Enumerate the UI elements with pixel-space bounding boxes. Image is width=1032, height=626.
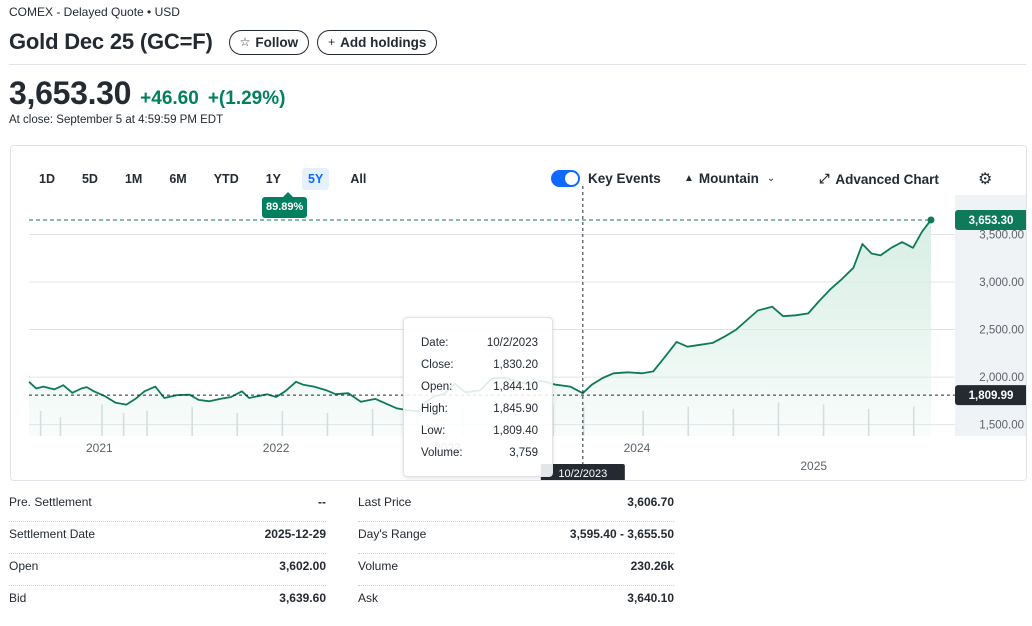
follow-label: Follow	[255, 34, 299, 50]
stat-row: Volume 230.26k	[358, 554, 674, 586]
tooltip-row: Low: 1,809.40	[421, 420, 538, 442]
key-events-label: Key Events	[588, 171, 661, 186]
advanced-chart-button[interactable]: ⤢ Advanced Chart	[819, 171, 939, 187]
range-all[interactable]: All	[350, 172, 367, 186]
range-5d[interactable]: 5D	[81, 172, 98, 186]
price-change: +46.60	[140, 88, 199, 109]
stat-value: 3,602.00	[279, 559, 326, 573]
price-area	[29, 219, 931, 436]
stats-right: Last Price 3,606.70 Day's Range 3,595.40 -…	[358, 490, 674, 618]
stat-value: --	[318, 495, 326, 509]
stat-row: Settlement Date 2025-12-29	[9, 522, 326, 554]
exchange-label: COMEX - Delayed Quote • USD	[9, 5, 180, 19]
tooltip-label: Close:	[421, 359, 454, 371]
tooltip-label: Date:	[421, 337, 449, 349]
stats-left: Pre. Settlement -- Settlement Date 2025-12…	[9, 490, 326, 618]
stat-label: Day's Range	[358, 527, 427, 541]
x-tick-label: 2022	[263, 441, 290, 455]
range-change-badge: 89.89%	[262, 192, 308, 218]
stat-row: Bid 3,639.60	[9, 586, 326, 618]
star-icon: ☆	[239, 35, 251, 49]
tooltip-value: 3,759	[509, 447, 538, 459]
stat-row: Last Price 3,606.70	[358, 490, 674, 522]
y-tick-label: 1,500.00	[979, 420, 1024, 432]
x-tick-label: 2024	[624, 441, 651, 455]
market-close-time: At close: September 5 at 4:59:59 PM EDT	[9, 114, 224, 126]
crosshair-price-label: 1,809.99	[969, 390, 1014, 402]
stat-label: Bid	[9, 591, 27, 605]
x-tick-label: 2021	[86, 441, 113, 455]
stat-value: 3,640.10	[627, 591, 674, 605]
current-price-marker	[927, 216, 935, 224]
chart-type-dropdown[interactable]: ▲ Mountain ⌄	[684, 171, 775, 186]
advanced-chart-label: Advanced Chart	[835, 171, 939, 187]
add-holdings-label: Add holdings	[340, 34, 427, 50]
x-tick-label: 2025	[800, 459, 827, 473]
expand-icon: ⤢	[819, 171, 830, 186]
stat-label: Open	[9, 559, 39, 573]
stat-value: 3,595.40 - 3,655.50	[569, 527, 674, 541]
stat-value: 230.26k	[630, 559, 674, 573]
chart-tooltip: Date: 10/2/2023 Close: 1,830.20 Open: 1,844…	[403, 317, 553, 477]
tooltip-label: Volume:	[421, 447, 463, 459]
tooltip-row: Date: 10/2/2023	[421, 332, 538, 354]
add-holdings-button[interactable]: + Add holdings	[317, 29, 438, 55]
stat-value: 3,606.70	[627, 495, 674, 509]
plus-icon: +	[328, 35, 336, 49]
chart-card: 1,500.00 2,000.00 2,500.00 3,000.00 3,500.00…	[10, 145, 1027, 481]
range-6m[interactable]: 6M	[169, 172, 187, 186]
gear-icon[interactable]: ⚙	[978, 171, 993, 188]
current-price-flag	[955, 209, 1026, 230]
header-divider	[9, 64, 1026, 65]
y-tick-label: 3,000.00	[979, 277, 1024, 289]
stat-row: Pre. Settlement --	[9, 490, 326, 522]
range-1m[interactable]: 1M	[124, 172, 143, 186]
tooltip-value: 1,844.10	[493, 381, 538, 393]
tooltip-value: 1,830.20	[493, 359, 538, 371]
range-selector: 1D 5D 1M 6M YTD 1Y 5Y All	[33, 168, 387, 190]
tooltip-value: 10/2/2023	[486, 337, 538, 349]
crosshair-date-flag	[540, 464, 625, 480]
quote-row: 3,653.30 +46.60 +(1.29%)	[9, 75, 285, 112]
current-price-label: 3,653.30	[969, 215, 1014, 227]
page-title: Gold Dec 25 (GC=F)	[9, 29, 213, 54]
range-ytd[interactable]: YTD	[213, 172, 239, 186]
chevron-down-icon: ⌄	[766, 173, 776, 184]
tooltip-value: 1,845.90	[493, 403, 538, 415]
stat-label: Ask	[358, 591, 379, 605]
range-1y[interactable]: 1Y	[265, 172, 282, 186]
tooltip-row: Volume: 3,759	[421, 442, 538, 464]
follow-button[interactable]: ☆ Follow	[228, 29, 310, 55]
key-events-control: Key Events	[551, 170, 661, 187]
stat-label: Settlement Date	[9, 527, 96, 541]
range-1d[interactable]: 1D	[39, 172, 55, 186]
tooltip-label: Low:	[421, 425, 446, 437]
price-change-percent: +(1.29%)	[207, 88, 286, 109]
tooltip-label: High:	[421, 403, 448, 415]
stat-value: 3,639.60	[279, 591, 326, 605]
range-5y[interactable]: 5Y	[302, 168, 330, 190]
stat-row: Day's Range 3,595.40 - 3,655.50	[358, 522, 674, 554]
stat-label: Pre. Settlement	[9, 495, 92, 509]
tooltip-label: Open:	[421, 381, 453, 393]
mountain-icon: ▲	[684, 173, 694, 184]
crosshair-price-flag	[955, 385, 1026, 406]
title-row: Gold Dec 25 (GC=F) ☆ Follow + Add holdin…	[9, 28, 445, 56]
tooltip-row: Close: 1,830.20	[421, 354, 538, 376]
key-events-toggle[interactable]	[551, 170, 580, 187]
tooltip-row: Open: 1,844.10	[421, 376, 538, 398]
chart-type-label: Mountain	[698, 171, 759, 186]
stat-row: Open 3,602.00	[9, 554, 326, 586]
y-tick-label: 2,500.00	[979, 325, 1024, 337]
tooltip-value: 1,809.40	[493, 425, 538, 437]
y-tick-label: 3,500.00	[979, 230, 1024, 242]
current-price: 3,653.30	[9, 75, 132, 111]
crosshair-date-label: 10/2/2023	[558, 468, 607, 480]
stat-label: Volume	[358, 559, 399, 573]
y-tick-label: 2,000.00	[979, 372, 1024, 384]
tooltip-row: High: 1,845.90	[421, 398, 538, 420]
stat-value: 2025-12-29	[264, 527, 326, 541]
stat-label: Last Price	[358, 495, 412, 509]
stat-row: Ask 3,640.10	[358, 586, 674, 618]
